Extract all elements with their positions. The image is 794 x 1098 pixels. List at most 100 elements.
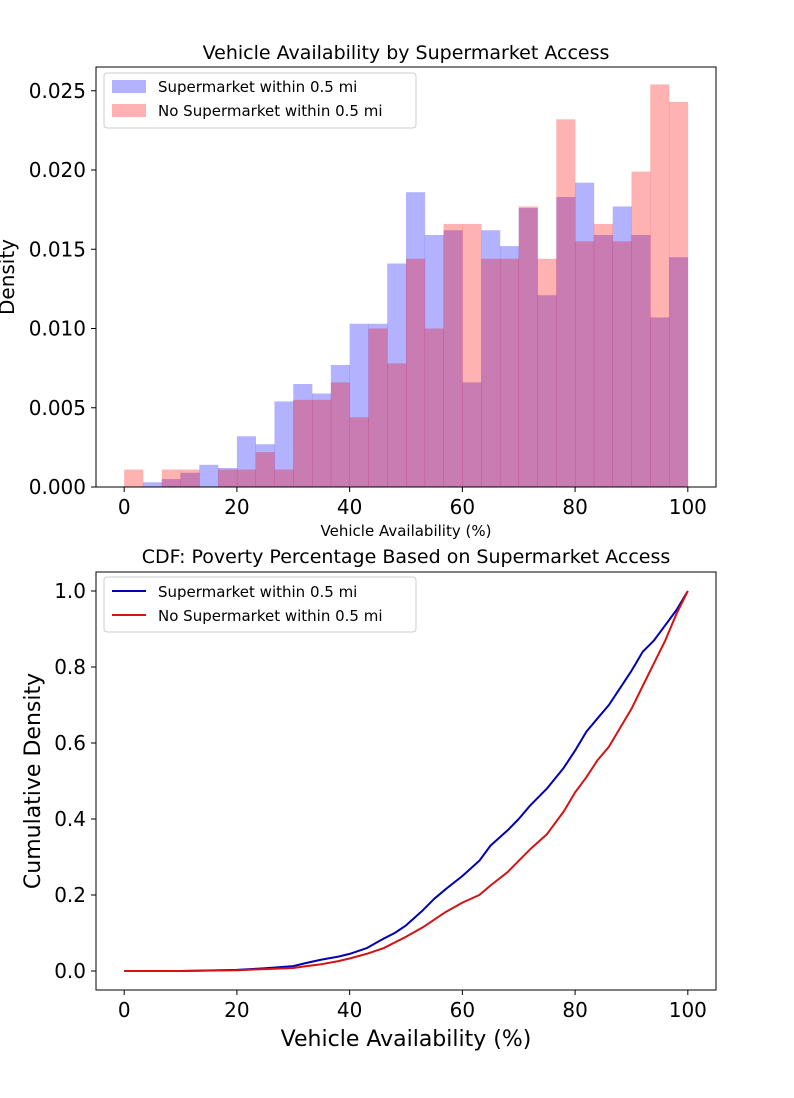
histogram-bar-red (124, 469, 144, 487)
histogram-bar-blue (462, 382, 482, 487)
histogram-bar-red (612, 241, 632, 487)
legend-swatch-blue (112, 80, 146, 93)
histogram-panel: Vehicle Availability by Supermarket Acce… (0, 42, 717, 540)
legend-box (103, 72, 417, 129)
histogram-bar-blue (330, 364, 350, 487)
legend-label: No Supermarket within 0.5 mi (158, 102, 383, 120)
histogram-bar-blue (406, 192, 426, 487)
histogram-bar-red (255, 452, 275, 487)
cdf-x-ticks: 0 20 40 60 80 100 (118, 990, 707, 1022)
histogram-bar-blue (199, 464, 219, 487)
histogram-frame (95, 66, 717, 488)
cdf-panel: CDF: Poverty Percentage Based on Superma… (21, 546, 717, 1052)
histogram-bar-blue (443, 230, 463, 487)
histogram-bar-red (180, 469, 200, 487)
x-tick-label: 100 (669, 998, 707, 1022)
histogram-bar-blue (575, 182, 595, 487)
histogram-bar-blue (537, 295, 557, 487)
y-tick-label: 0.020 (29, 158, 86, 182)
histogram-bar-red (161, 469, 181, 487)
histogram-bar-red (236, 469, 256, 487)
histogram-bar-blue (631, 235, 651, 487)
histogram-bar-blue (142, 482, 163, 487)
legend-box (103, 576, 417, 633)
histogram-y-label: Density (0, 239, 19, 315)
y-tick-label: 0.8 (54, 655, 86, 679)
x-tick-label: 0 (118, 495, 131, 519)
histogram-bar-blue (368, 323, 388, 487)
x-tick-label: 100 (669, 495, 707, 519)
x-tick-label: 60 (450, 495, 475, 519)
cdf-legend: Supermarket within 0.5 mi No Supermarket… (103, 576, 417, 633)
histogram-bar-blue (518, 208, 538, 487)
legend-swatch-red (112, 104, 146, 117)
x-tick-label: 80 (562, 998, 587, 1022)
histogram-bar-blue (499, 246, 520, 487)
histogram-x-label: Vehicle Availability (%) (321, 522, 492, 540)
histogram-bar-blue (387, 263, 407, 487)
y-tick-label: 0.000 (29, 475, 86, 499)
cdf-line-no-supermarket (124, 590, 689, 972)
x-tick-label: 0 (118, 998, 131, 1022)
histogram-bar-blue (593, 235, 613, 487)
histogram-bar-blue (293, 383, 313, 487)
y-tick-label: 0.005 (29, 396, 86, 420)
histogram-bar-red (518, 206, 538, 488)
y-tick-label: 0.4 (54, 807, 86, 831)
histogram-bar-red (424, 328, 444, 487)
y-tick-label: 0.010 (29, 317, 86, 341)
histogram-bar-blue (274, 401, 294, 487)
histogram-legend: Supermarket within 0.5 mi No Supermarket… (103, 72, 417, 129)
histogram-bar-blue (236, 436, 256, 487)
histogram-bar-blue (349, 323, 369, 487)
legend-label: Supermarket within 0.5 mi (158, 583, 357, 601)
histogram-bar-red (631, 171, 651, 488)
histogram-bar-blue (481, 230, 501, 487)
histogram-x-ticks: 0 20 40 60 80 100 (118, 487, 707, 519)
histogram-bar-blue (255, 444, 275, 487)
histogram-bar-blue (650, 317, 670, 487)
histogram-bar-blue (218, 467, 238, 487)
x-tick-label: 20 (224, 495, 249, 519)
histogram-bar-blue (312, 393, 332, 487)
histogram-bar-red (593, 223, 613, 488)
histogram-bar-red (293, 399, 313, 487)
histogram-bar-red (499, 258, 520, 487)
x-tick-label: 60 (450, 998, 475, 1022)
cdf-line-supermarket (124, 590, 689, 972)
histogram-bar-red (556, 119, 576, 488)
histogram-bar-red (387, 363, 407, 487)
y-tick-label: 0.015 (29, 237, 86, 261)
histogram-title: Vehicle Availability by Supermarket Acce… (203, 42, 610, 64)
histogram-bar-red (575, 241, 595, 487)
y-tick-label: 0.2 (54, 883, 86, 907)
histogram-bar-red (406, 258, 426, 487)
x-tick-label: 40 (337, 495, 362, 519)
histogram-bar-blue (161, 479, 181, 487)
cdf-x-label: Vehicle Availability (%) (281, 1027, 532, 1052)
histogram-y-ticks: 0.000 0.005 0.010 0.015 0.020 0.025 (29, 79, 96, 499)
histogram-bar-red (537, 258, 557, 487)
histogram-bar-red (443, 223, 463, 488)
histogram-bar-blue (180, 472, 200, 487)
histogram-bars (124, 84, 689, 488)
histogram-bar-blue (424, 235, 444, 487)
histogram-bar-red (312, 399, 332, 487)
histogram-bar-blue (669, 257, 689, 487)
histogram-bar-blue (556, 196, 576, 487)
histogram-bar-red (218, 469, 238, 487)
histogram-bar-blue (612, 206, 632, 488)
histogram-bar-red (368, 328, 388, 487)
x-tick-label: 40 (337, 998, 362, 1022)
cdf-frame (95, 571, 717, 991)
cdf-title: CDF: Poverty Percentage Based on Superma… (142, 546, 671, 568)
y-tick-label: 1.0 (54, 579, 86, 603)
cdf-lines (124, 590, 689, 972)
cdf-y-ticks: 0.0 0.2 0.4 0.6 0.8 1.0 (54, 579, 96, 983)
histogram-bar-red (349, 417, 369, 487)
histogram-bar-red (274, 469, 294, 487)
legend-label: Supermarket within 0.5 mi (158, 78, 357, 96)
x-tick-label: 20 (224, 998, 249, 1022)
histogram-bar-red (481, 258, 501, 487)
